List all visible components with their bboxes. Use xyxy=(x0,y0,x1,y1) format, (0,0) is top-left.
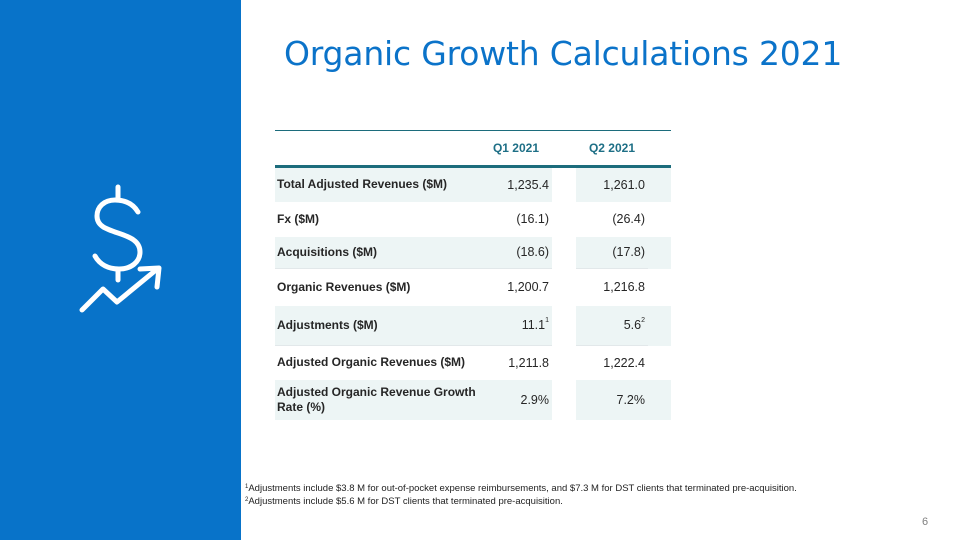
q1-value: 1,200.7 xyxy=(480,268,552,306)
gap-cell xyxy=(552,236,576,269)
q1-value: 1,235.4 xyxy=(480,166,552,202)
page-title: Organic Growth Calculations 2021 xyxy=(284,34,843,73)
table-row-adjustments: Adjustments ($M) 11.11 5.62 xyxy=(275,305,671,346)
header-q2-2021: Q2 2021 xyxy=(576,130,648,168)
end-cell xyxy=(648,345,671,380)
table-row-organic-revenues: Organic Revenues ($M) 1,200.7 1,216.8 xyxy=(275,268,671,306)
row-label: Adjusted Organic Revenues ($M) xyxy=(275,345,480,380)
gap-cell xyxy=(552,379,576,420)
gap-cell xyxy=(552,166,576,202)
page-number: 6 xyxy=(922,516,929,528)
gap-cell xyxy=(552,305,576,346)
end-cell xyxy=(648,201,671,237)
q1-value: (16.1) xyxy=(480,201,552,237)
q2-value: 5.62 xyxy=(576,305,648,346)
q2-value: 1,216.8 xyxy=(576,268,648,306)
footnote-text: Adjustments include $5.6 M for DST clien… xyxy=(248,496,563,507)
header-end-cell xyxy=(648,130,671,168)
table-row-adjusted-organic-revenues: Adjusted Organic Revenues ($M) 1,211.8 1… xyxy=(275,345,671,380)
organic-growth-table: Q1 2021 Q2 2021 Total Adjusted Revenues … xyxy=(275,130,671,420)
footnote-ref-2: 2 xyxy=(641,317,645,325)
end-cell xyxy=(648,305,671,346)
footnotes: 1Adjustments include $3.8 M for out-of-p… xyxy=(245,482,797,508)
row-label: Acquisitions ($M) xyxy=(275,236,480,269)
footnote-text: Adjustments include $3.8 M for out-of-po… xyxy=(248,483,797,494)
footnote-marker: 1 xyxy=(245,484,249,490)
table-row-adjusted-organic-growth-rate: Adjusted Organic Revenue Growth Rate (%) … xyxy=(275,379,671,420)
q1-value: (18.6) xyxy=(480,236,552,269)
footnote-marker: 2 xyxy=(245,497,249,503)
row-label: Total Adjusted Revenues ($M) xyxy=(275,166,480,202)
table-row-fx: Fx ($M) (16.1) (26.4) xyxy=(275,201,671,237)
footnote-ref-1: 1 xyxy=(545,317,549,325)
q2-value: 7.2% xyxy=(576,379,648,420)
header-q1-2021: Q1 2021 xyxy=(480,130,552,168)
row-label-line-2: Rate (%) xyxy=(277,399,326,414)
q2-value: (26.4) xyxy=(576,201,648,237)
row-label-line-1: Adjusted Organic Revenue Growth xyxy=(277,384,476,399)
q1-value-text: 11.1 xyxy=(521,318,546,333)
q1-value: 1,211.8 xyxy=(480,345,552,380)
end-cell xyxy=(648,268,671,306)
row-label: Adjusted Organic Revenue Growth Rate (%) xyxy=(275,379,480,420)
q1-value: 2.9% xyxy=(480,379,552,420)
row-label: Adjustments ($M) xyxy=(275,305,480,346)
gap-cell xyxy=(552,268,576,306)
side-panel xyxy=(0,0,241,540)
footnote-2: 2Adjustments include $5.6 M for DST clie… xyxy=(245,495,797,508)
header-gap-cell xyxy=(552,130,576,168)
q2-value-text: 5.6 xyxy=(623,318,642,333)
end-cell xyxy=(648,236,671,269)
organic-growth-table-container: Q1 2021 Q2 2021 Total Adjusted Revenues … xyxy=(275,130,671,420)
row-label: Fx ($M) xyxy=(275,201,480,237)
gap-cell xyxy=(552,345,576,380)
header-label-cell xyxy=(275,130,480,168)
end-cell xyxy=(648,379,671,420)
q2-value: 1,261.0 xyxy=(576,166,648,202)
q1-value: 11.11 xyxy=(480,305,552,346)
table-row-acquisitions: Acquisitions ($M) (18.6) (17.8) xyxy=(275,236,671,269)
q2-value: 1,222.4 xyxy=(576,345,648,380)
end-cell xyxy=(648,166,671,202)
dollar-growth-arrow-icon xyxy=(79,184,162,313)
footnote-1: 1Adjustments include $3.8 M for out-of-p… xyxy=(245,482,797,495)
table-row-total-adjusted-revenues: Total Adjusted Revenues ($M) 1,235.4 1,2… xyxy=(275,166,671,202)
q2-value: (17.8) xyxy=(576,236,648,269)
gap-cell xyxy=(552,201,576,237)
row-label: Organic Revenues ($M) xyxy=(275,268,480,306)
table-header-row: Q1 2021 Q2 2021 xyxy=(275,130,671,168)
